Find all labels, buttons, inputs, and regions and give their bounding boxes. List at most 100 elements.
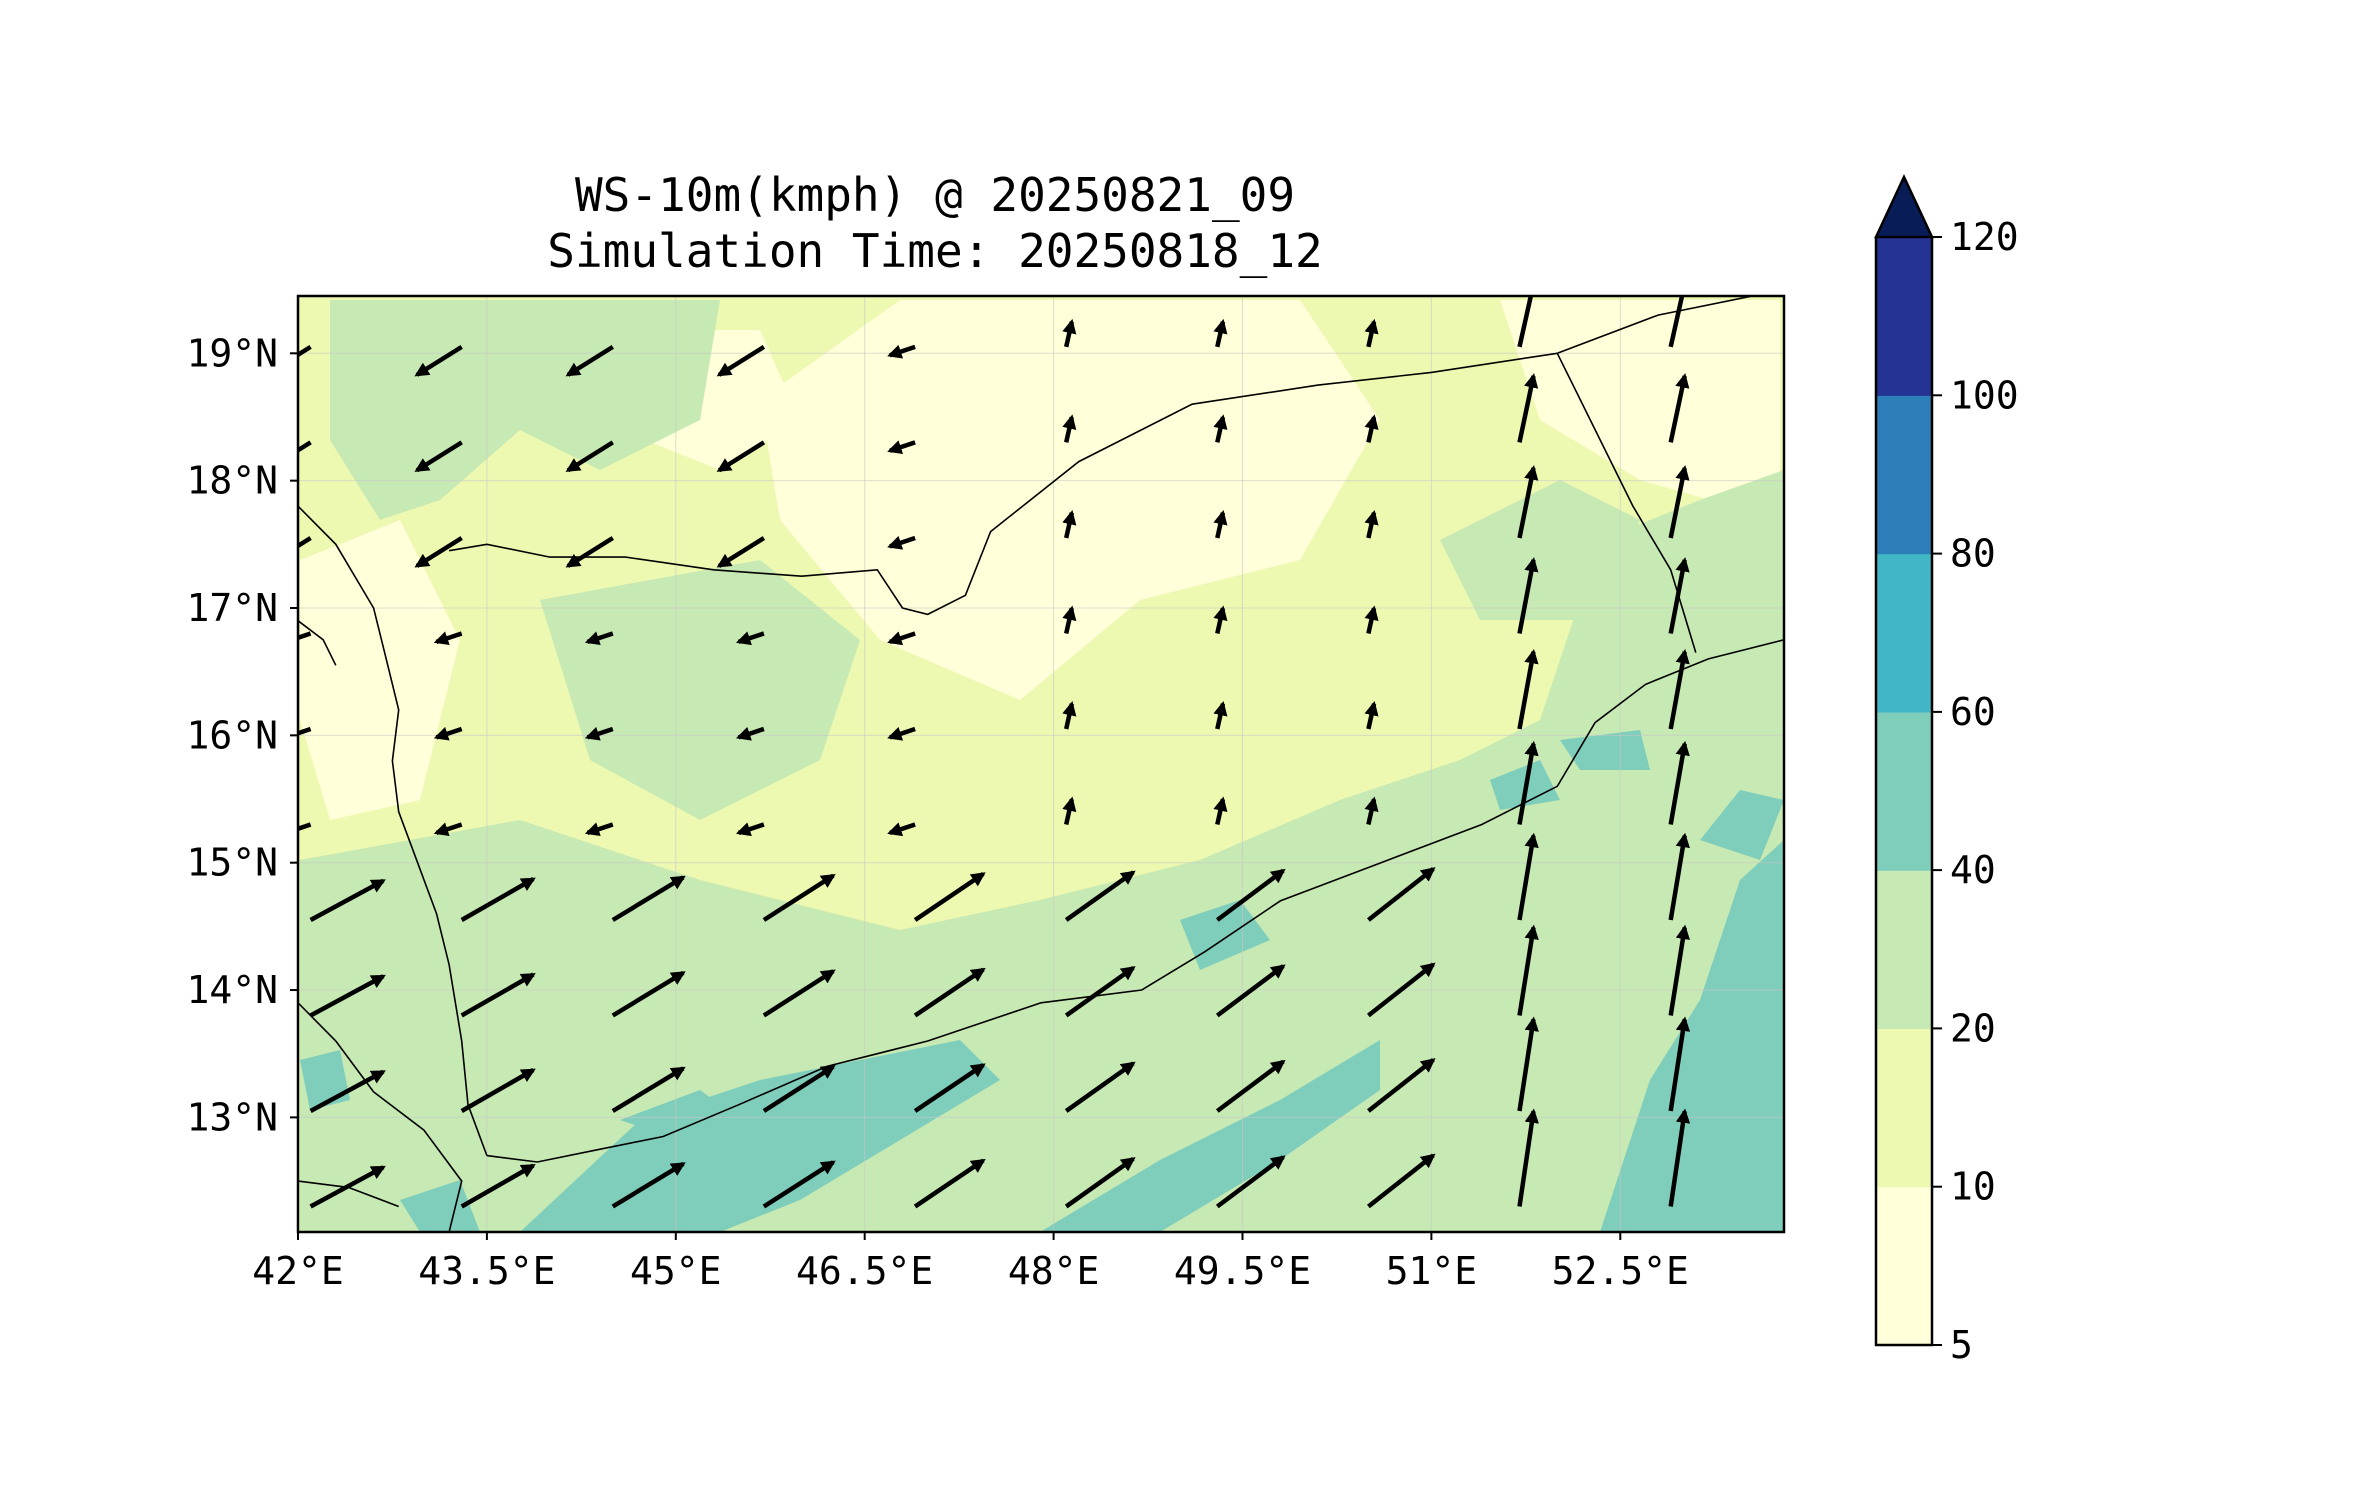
wind-vector-arrow (1668, 465, 1690, 539)
wind-vector-arrow (1668, 740, 1690, 825)
wind-vector-arrow (1668, 1108, 1691, 1207)
wind-vector-arrow (414, 344, 463, 377)
contour-region (1040, 1040, 1380, 1232)
contour-region (1600, 840, 1784, 1232)
lat-tick-label: 13°N (186, 1095, 278, 1139)
coastlines-and-borders (298, 296, 1784, 1232)
coastline-segment (486, 639, 1784, 1163)
contour-region (1700, 790, 1784, 860)
colorbar-segment (1876, 237, 1932, 396)
wind-vector-arrow (1213, 605, 1228, 634)
wind-vector-arrow (913, 967, 986, 1018)
wind-vector-arrow (1364, 318, 1379, 348)
wind-vector-arrow (1517, 648, 1539, 730)
coastline-segment (1557, 296, 1757, 355)
wind-vector-arrow (1367, 1058, 1436, 1113)
wind-vector-arrow (1517, 740, 1539, 825)
longitude-tick-labels: 42°E 43.5°E 45°E 46.5°E 48°E 49.5°E 51°E 52.5°E (252, 1232, 1689, 1293)
lat-tick-label: 16°N (186, 713, 278, 757)
wind-vector-arrow (298, 536, 312, 549)
wind-vector-arrow (1215, 1059, 1286, 1113)
wind-vector-arrow (1062, 700, 1077, 730)
wind-vector-arrow (611, 1066, 686, 1113)
wind-vector-arrow (887, 822, 916, 837)
wind-vector-arrow (298, 344, 312, 358)
wind-vector-arrow (309, 974, 386, 1018)
wind-vector-arrow (1364, 414, 1379, 443)
wind-vector-arrow (913, 1158, 986, 1209)
map-frame (296, 294, 1786, 1234)
wind-vector-arrow (1364, 509, 1379, 539)
wind-vector-arrow (1062, 796, 1077, 825)
wind-vector-arrow (433, 726, 463, 741)
coastline-segment (448, 352, 1558, 616)
wind-vector-arrow (887, 535, 916, 550)
wind-vector-arrow (414, 536, 463, 568)
wind-vector-arrow (1213, 414, 1228, 443)
colorbar-segment (1876, 553, 1932, 713)
wind-vector-arrow (887, 344, 916, 359)
wind-vector-arrow (735, 822, 765, 837)
wind-vector-arrow (1215, 1155, 1286, 1209)
colorbar-segment (1876, 1186, 1932, 1346)
wind-vector-arrow (611, 1161, 686, 1209)
lon-tick-label: 48°E (1008, 1249, 1100, 1293)
wind-vector-arrow (1668, 557, 1690, 634)
wind-vector-arrow (565, 440, 614, 473)
wind-vector-arrow (887, 440, 916, 454)
lon-tick-label: 46.5°E (796, 1249, 933, 1293)
wind-vector-arrow (1213, 318, 1228, 348)
wind-vector-arrow (1213, 700, 1228, 730)
wind-speed-field (298, 296, 1784, 1232)
wind-vector-arrow (1213, 509, 1228, 539)
wind-vector-arrow (762, 1160, 836, 1209)
wind-vector-arrow (1668, 1016, 1691, 1112)
contour-region (400, 1180, 480, 1232)
wind-vector-arrow (1064, 1156, 1136, 1209)
colorbar: 5 10 20 40 60 80 100 120 (1874, 174, 2019, 1367)
colorbar-tick-label: 120 (1950, 215, 2019, 259)
colorbar-extend-arrow (1874, 174, 1934, 239)
contour-region (620, 1090, 740, 1140)
contour-region (1560, 730, 1650, 770)
wind-vector-arrow (1064, 870, 1136, 922)
wind-vector-arrow (1364, 605, 1379, 634)
wind-vector-arrow (433, 822, 463, 837)
wind-vector-arrow (1364, 796, 1379, 825)
coastline-segment (298, 1002, 463, 1232)
colorbar-frame (1874, 237, 1934, 1347)
wind-vector-arrow (735, 726, 765, 741)
colorbar-tick-label: 5 (1950, 1323, 1973, 1367)
contour-region (540, 560, 860, 820)
wind-vector-arrow (298, 631, 312, 646)
wind-vector-arrow (584, 631, 614, 646)
lat-tick-label: 18°N (186, 459, 278, 503)
wind-vector-arrow (298, 822, 312, 837)
title-line-2: Simulation Time: 20250818_12 (547, 224, 1323, 278)
wind-vector-arrow (1062, 414, 1077, 443)
wind-vector-arrow (1517, 296, 1539, 348)
colorbar-segment (1876, 870, 1932, 1029)
contour-region (1440, 480, 1640, 620)
wind-vector-arrow (1668, 832, 1690, 921)
latitude-tick-labels: 19°N 18°N 17°N 16°N 15°N 14°N 13°N (186, 331, 298, 1139)
wind-vector-arrow (1364, 700, 1379, 730)
wind-vector-arrow (1213, 796, 1228, 825)
wind-vector-arrow (1668, 648, 1690, 730)
title-line-1: WS-10m(kmph) @ 20250821_09 (574, 168, 1296, 222)
lat-tick-label: 17°N (186, 586, 278, 630)
wind-vector-arrow (584, 822, 614, 837)
wind-vector-arrow (716, 344, 766, 377)
colorbar-segment (1876, 711, 1932, 871)
wind-vector-arrow (611, 875, 686, 922)
wind-vector-arrow (762, 1064, 836, 1113)
lon-tick-label: 51°E (1386, 1249, 1478, 1293)
wind-vector-arrow (1215, 868, 1286, 922)
wind-vector-arrow (460, 972, 536, 1018)
lon-tick-label: 52.5°E (1552, 1249, 1689, 1293)
wind-vector-arrow (460, 1163, 536, 1209)
wind-vector-arrow (1517, 373, 1539, 443)
wind-vector-arrow (716, 440, 766, 473)
colorbar-tick-label: 20 (1950, 1006, 1996, 1050)
wind-vector-arrow (1517, 465, 1539, 539)
